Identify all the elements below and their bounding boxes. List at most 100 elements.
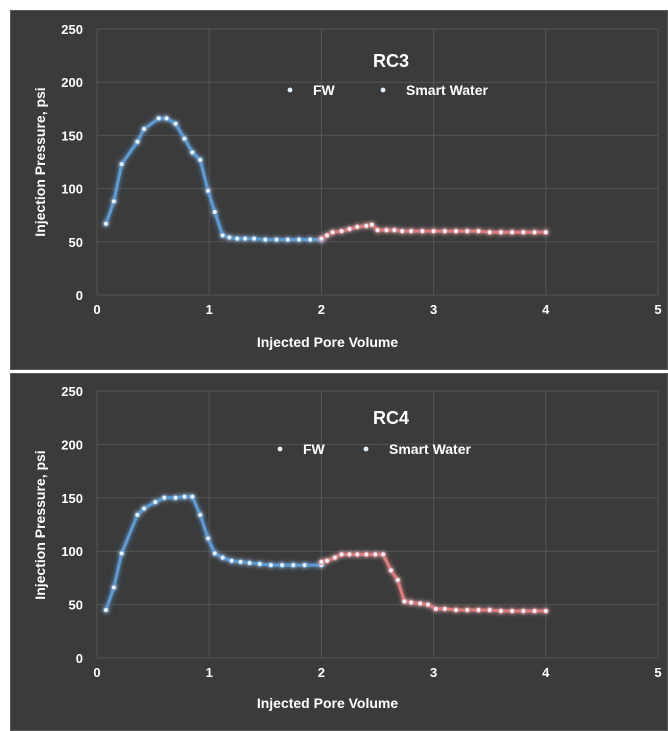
data-point-fw (219, 554, 226, 561)
data-point-smart-water (417, 600, 423, 607)
chart-rc3: 0 50 100 150 200 250 0 1 2 3 4 5 Injected Pore Volum… (32, 22, 662, 350)
y-tick-label: 200 (61, 75, 83, 90)
y-tick-label: 100 (61, 182, 83, 197)
x-axis-title: Injected Pore Volume (257, 695, 399, 711)
legend-item-smart-water: Smart Water (366, 82, 489, 98)
chart-title: RC3 (373, 51, 409, 71)
data-point-smart-water (338, 551, 345, 558)
data-point-fw (290, 562, 297, 568)
y-tick-label: 150 (61, 128, 83, 143)
data-point-smart-water (520, 229, 527, 236)
x-tick-label: 2 (318, 302, 325, 317)
data-point-smart-water (464, 607, 471, 613)
y-tick-label: 150 (61, 491, 83, 506)
data-point-smart-water (372, 551, 379, 558)
data-point-smart-water (399, 228, 405, 234)
data-point-fw (246, 560, 253, 566)
data-point-fw (251, 235, 257, 242)
data-point-fw (111, 584, 117, 591)
data-point-fw (205, 535, 211, 542)
legend-item-smart-water: Smart Water (349, 441, 472, 457)
series-smart-water (318, 221, 549, 242)
chart-panel-rc4: 0 50 100 150 200 250 0 1 2 3 4 5 Injected Pore Volum… (10, 373, 668, 731)
legend-marker (287, 87, 293, 93)
data-point-smart-water (346, 226, 353, 232)
x-tick-label: 0 (93, 302, 100, 317)
series-line-fw (104, 116, 322, 242)
data-point-smart-water (354, 224, 361, 230)
data-point-smart-water (329, 229, 336, 236)
data-point-fw (242, 235, 248, 242)
data-point-fw (118, 550, 125, 557)
x-tick-label: 1 (206, 665, 213, 680)
legend-label: FW (313, 82, 336, 98)
data-point-fw (279, 562, 285, 568)
data-point-fw (103, 220, 109, 227)
data-point-fw (205, 187, 211, 194)
data-point-fw (103, 607, 109, 613)
data-point-smart-water (430, 228, 437, 234)
chart-title: RC4 (373, 408, 409, 428)
data-point-smart-water (369, 221, 375, 228)
x-tick-label: 4 (542, 665, 550, 680)
legend-item-fw: FW (263, 441, 326, 457)
data-point-fw (284, 236, 291, 243)
data-point-fw (189, 493, 196, 500)
legend-label: FW (303, 441, 326, 457)
data-point-fw (134, 138, 141, 145)
data-point-fw (228, 558, 235, 564)
data-point-fw (197, 512, 204, 518)
data-point-smart-water (542, 229, 549, 236)
data-point-smart-water (324, 232, 330, 239)
x-tick-label: 3 (430, 665, 437, 680)
data-point-smart-water (363, 223, 370, 229)
data-point-smart-water (498, 229, 504, 236)
data-point-smart-water (509, 608, 515, 614)
data-point-smart-water (391, 227, 398, 233)
data-point-smart-water (531, 229, 538, 236)
data-point-fw (155, 115, 162, 122)
data-point-fw (118, 161, 125, 167)
legend-marker (277, 446, 283, 452)
y-axis-title: Injection Pressure, psi (32, 450, 48, 599)
data-point-smart-water (486, 229, 493, 236)
y-tick-label: 200 (61, 437, 83, 452)
x-tick-label: 3 (430, 302, 437, 317)
data-point-fw (197, 157, 204, 163)
data-point-fw (141, 126, 147, 132)
data-point-fw (172, 495, 179, 501)
data-point-smart-water (383, 227, 390, 233)
legend-label: Smart Water (406, 82, 489, 98)
data-point-fw (172, 120, 179, 127)
x-tick-label: 1 (206, 302, 213, 317)
x-tick-label: 0 (93, 665, 100, 680)
x-tick-label: 5 (654, 302, 661, 317)
y-tick-label: 50 (69, 598, 83, 613)
data-point-smart-water (433, 606, 439, 612)
data-point-fw (296, 236, 302, 243)
data-point-smart-water (332, 554, 338, 561)
series-fw (103, 493, 325, 613)
y-tick-label: 250 (61, 384, 83, 399)
data-point-fw (181, 493, 188, 500)
series-fw (103, 115, 325, 243)
data-point-smart-water (509, 229, 515, 236)
legend-marker (380, 87, 386, 93)
data-point-smart-water (453, 607, 459, 613)
data-point-smart-water (425, 601, 431, 608)
data-point-smart-water (442, 606, 448, 612)
data-point-smart-water (324, 558, 330, 564)
data-point-smart-water (338, 228, 345, 234)
x-axis-title: Injected Pore Volume (257, 334, 399, 350)
legend-label: Smart Water (389, 441, 472, 457)
data-point-fw (237, 559, 244, 565)
data-point-fw (161, 495, 168, 501)
data-point-smart-water (464, 228, 471, 234)
data-point-smart-water (475, 228, 482, 234)
y-tick-label: 50 (69, 235, 83, 250)
series-smart-water (318, 551, 549, 614)
data-point-smart-water (498, 608, 504, 614)
data-point-smart-water (475, 607, 482, 613)
data-point-smart-water (486, 607, 493, 613)
data-point-smart-water (363, 551, 370, 558)
